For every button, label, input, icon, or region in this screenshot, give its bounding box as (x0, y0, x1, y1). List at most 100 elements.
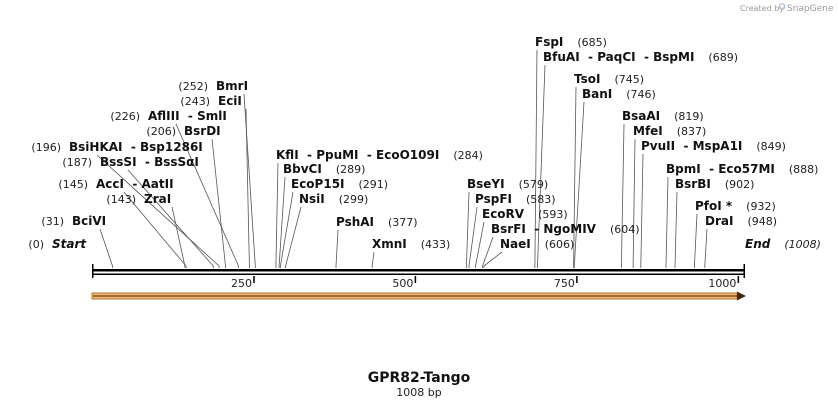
site-position: (187) (62, 156, 92, 169)
enzyme-site-bsssi[interactable]: (187) BssSI - BssSαI (62, 155, 198, 169)
enzyme-site-bsrfi[interactable]: BsrFI - NgoMIV (604) (491, 222, 640, 236)
enzyme-site-zrai[interactable]: (143) ZraI (106, 192, 171, 206)
feature-arrow[interactable] (91, 291, 746, 301)
enzyme-site-bsrbi[interactable]: BsrBI (902) (675, 177, 754, 191)
enzyme-site-ecop15i[interactable]: EcoP15I (291) (291, 177, 388, 191)
enzyme-name: NaeI (606) (500, 237, 574, 251)
enzyme-site-mfei[interactable]: MfeI (837) (633, 124, 706, 138)
leader-bsihkai (96, 154, 220, 268)
backbone-bottom-strand (92, 273, 745, 275)
enzyme-name-part: BmrI (216, 79, 248, 93)
enzyme-name: BssSI - BssSαI (100, 155, 199, 169)
enzyme-name-part: AflIII (148, 109, 180, 123)
enzyme-name: PspFI (583) (475, 192, 556, 206)
leader-acci (123, 191, 187, 268)
enzyme-site-tsoi[interactable]: TsoI (745) (574, 72, 644, 86)
enzyme-name: MfeI (837) (633, 124, 706, 138)
site-position: (604) (596, 223, 640, 236)
enzyme-leaders (96, 49, 708, 268)
enzyme-name: BbvCI (289) (283, 162, 365, 176)
enzyme-site-naei[interactable]: NaeI (606) (500, 237, 574, 251)
enzyme-name-part: MfeI (633, 124, 663, 138)
enzyme-name-part: MspA1I (693, 139, 743, 153)
enzyme-site-bpmi[interactable]: BpmI - Eco57MI (888) (666, 162, 818, 176)
site-position: (145) (58, 178, 88, 191)
enzyme-name-part: KflI (276, 148, 299, 162)
enzyme-name-part: PfoI * (695, 199, 733, 213)
enzyme-name: BanI (746) (582, 87, 656, 101)
enzyme-site-xmni[interactable]: XmnI (433) (372, 237, 450, 251)
enzyme-name-part: AccI (96, 177, 124, 191)
enzyme-name-part: NgoMIV (543, 222, 596, 236)
site-position: (377) (374, 216, 418, 229)
snapgene-logo-icon (778, 2, 786, 11)
enzyme-name-part: SmlI (197, 109, 227, 123)
name-separator: - (180, 109, 198, 123)
enzyme-name-part: NsiI (299, 192, 325, 206)
enzyme-site-bsaai[interactable]: BsaAI (819) (622, 109, 704, 123)
enzyme-name: BsrDI (184, 124, 221, 138)
enzyme-name-part: BseYI (467, 177, 505, 191)
enzyme-site-bseyi[interactable]: BseYI (579) (467, 177, 548, 191)
enzyme-site-pshai[interactable]: PshAI (377) (336, 215, 418, 229)
enzyme-site-pfoi-[interactable]: PfoI * (932) (695, 199, 776, 213)
enzyme-name: BseYI (579) (467, 177, 548, 191)
site-position: (284) (439, 149, 483, 162)
enzyme-site-kfli[interactable]: KflI - PpuMI - EcoO109I (284) (276, 148, 483, 162)
enzyme-site-bsrdi[interactable]: (206) BsrDI (146, 124, 220, 138)
enzyme-site-pvuii[interactable]: PvuII - MspA1I (849) (641, 139, 786, 153)
enzyme-site-fspi[interactable]: FspI (685) (535, 35, 607, 49)
enzyme-site-ecii[interactable]: (243) EciI (180, 94, 241, 108)
site-position: (579) (505, 178, 549, 191)
enzyme-site-pspfi[interactable]: PspFI (583) (475, 192, 556, 206)
enzyme-name: BsiHKAI - Bsp1286I (69, 140, 203, 154)
enzyme-site-acci[interactable]: (145) AccI - AatII (58, 177, 173, 191)
enzyme-name-part: Bsp1286I (140, 140, 203, 154)
site-position: (291) (345, 178, 389, 191)
enzyme-site-bbvci[interactable]: BbvCI (289) (283, 162, 365, 176)
enzyme-name: BfuAI - PaqCI - BspMI (689) (543, 50, 738, 64)
enzyme-site-bmri[interactable]: (252) BmrI (178, 79, 248, 93)
enzyme-name: NsiI (299) (299, 192, 368, 206)
leader-bsrbi (674, 191, 678, 268)
name-separator: - (299, 148, 317, 162)
backbone-right-cap (743, 264, 745, 278)
enzyme-name-part: BssSI (100, 155, 137, 169)
enzyme-site-drai[interactable]: DraI (948) (705, 214, 777, 228)
enzyme-name-part: BsrDI (184, 124, 221, 138)
scale-ticks: 250 500 750 1000 (231, 276, 740, 290)
leader-bsssi (127, 169, 214, 268)
leader-pfoi- (694, 213, 698, 268)
map-length: 1008 bp (396, 386, 441, 399)
enzyme-site-afliii[interactable]: (226) AflIII - SmlI (110, 109, 226, 123)
site-position: (252) (178, 80, 208, 93)
site-position: (143) (106, 193, 136, 206)
enzyme-site-ecorv[interactable]: EcoRV (593) (482, 207, 568, 221)
enzyme-site-nsii[interactable]: NsiI (299) (299, 192, 368, 206)
enzyme-name: End (1008) (745, 237, 821, 251)
enzyme-site-start[interactable]: (0) Start (28, 237, 87, 251)
site-position: (746) (612, 88, 656, 101)
enzyme-site-bsihkai[interactable]: (196) BsiHKAI - Bsp1286I (31, 140, 202, 154)
credit-text: Created by (740, 4, 784, 13)
leader-bsrfi (482, 236, 494, 268)
enzyme-site-end[interactable]: End (1008) (745, 237, 821, 251)
enzyme-name-part: ZraI (144, 192, 171, 206)
leader-bfuai (537, 64, 546, 268)
enzyme-name: BpmI - Eco57MI (888) (666, 162, 818, 176)
enzyme-site-bani[interactable]: BanI (746) (582, 87, 656, 101)
credit: Created by SnapGene (740, 2, 834, 14)
enzyme-name-part: BsaAI (622, 109, 660, 123)
site-position: (433) (407, 238, 451, 251)
enzyme-name: TsoI (745) (574, 72, 644, 86)
enzyme-name-part: EciI (218, 94, 242, 108)
leader-zrai (171, 206, 186, 268)
enzyme-site-bfuai[interactable]: BfuAI - PaqCI - BspMI (689) (543, 50, 738, 64)
site-position: (932) (732, 200, 776, 213)
enzyme-name-part: AatII (142, 177, 174, 191)
leader-drai (704, 228, 708, 268)
leader-pspfi (468, 206, 478, 268)
leader-naei (483, 251, 503, 268)
enzyme-site-bcivi[interactable]: (31) BciVI (41, 214, 106, 228)
leader-tsoi (573, 86, 577, 268)
